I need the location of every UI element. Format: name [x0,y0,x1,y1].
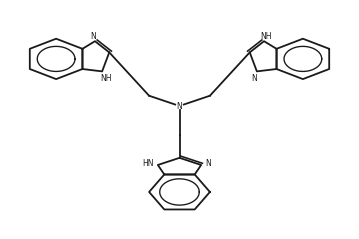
Text: N: N [177,102,182,111]
Text: NH: NH [100,74,111,82]
Text: N: N [205,159,211,168]
Text: N: N [90,33,96,41]
Text: N: N [251,74,257,82]
Text: NH: NH [260,33,271,41]
Text: HN: HN [142,159,154,168]
